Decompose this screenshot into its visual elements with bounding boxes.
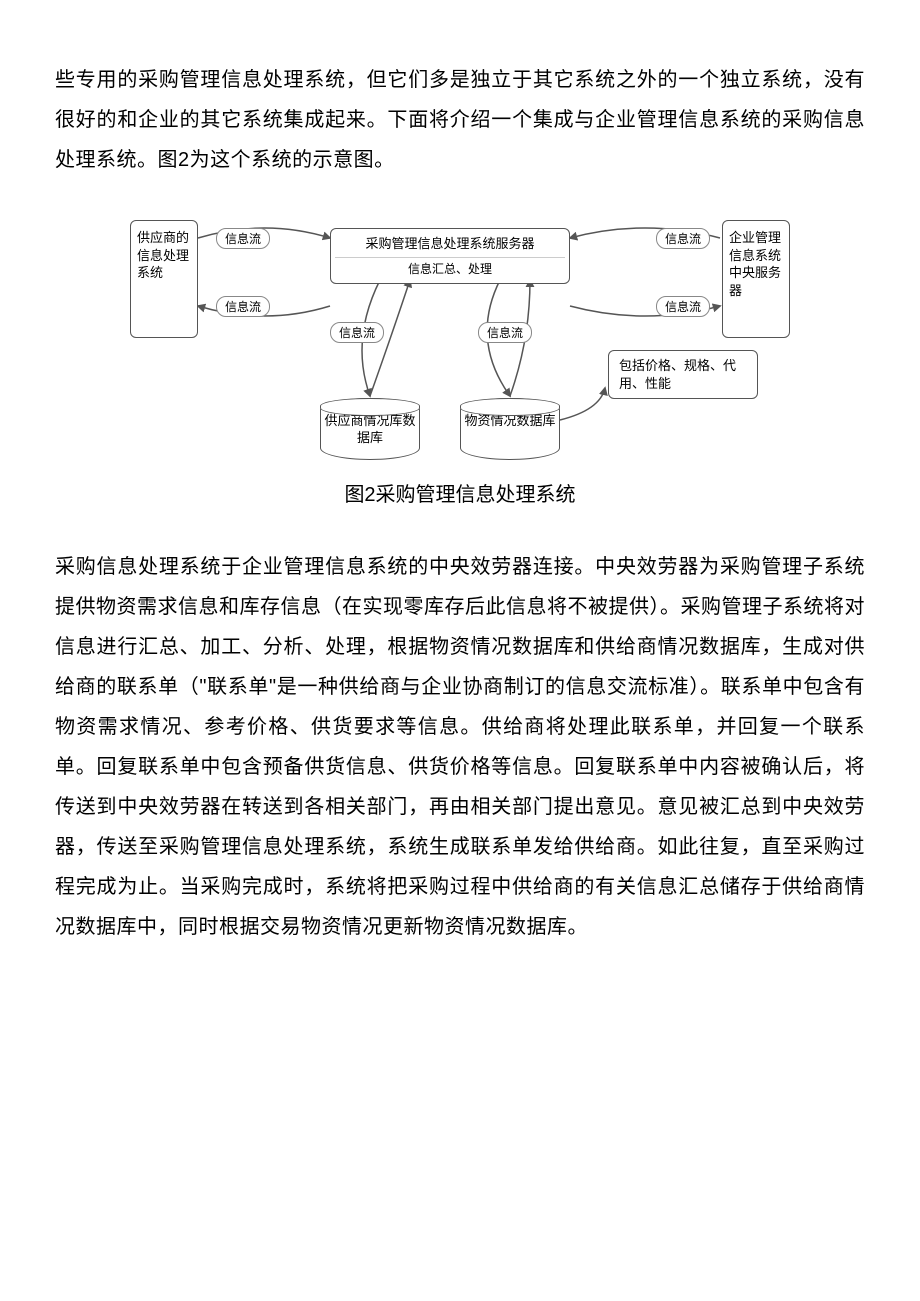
flow-label-bottom-right: 信息流 [656,296,710,317]
material-db-cylinder: 物资情况数据库 [460,398,560,460]
flow-label-mid-right: 信息流 [478,322,532,343]
server-title: 采购管理信息处理系统服务器 [335,235,565,253]
supplier-system-box: 供应商的信息处理系统 [130,220,198,338]
figure-2-diagram: 供应商的信息处理系统 企业管理信息系统中央服务器 采购管理信息处理系统服务器 信… [120,210,800,470]
purchase-server-box: 采购管理信息处理系统服务器 信息汇总、处理 [330,228,570,284]
figure-caption: 图2采购管理信息处理系统 [55,478,865,507]
body-paragraph: 采购信息处理系统于企业管理信息系统的中央效劳器连接。中央效劳器为采购管理子系统提… [55,547,865,947]
supplier-db-cylinder: 供应商情况库数据库 [320,398,420,460]
flow-label-mid-left: 信息流 [330,322,384,343]
server-subtitle: 信息汇总、处理 [335,257,565,277]
flow-label-top-left: 信息流 [216,228,270,249]
flow-label-bottom-left: 信息流 [216,296,270,317]
intro-paragraph: 些专用的采购管理信息处理系统，但它们多是独立于其它系统之外的一个独立系统，没有很… [55,60,865,180]
flow-label-top-right: 信息流 [656,228,710,249]
enterprise-server-box: 企业管理信息系统中央服务器 [722,220,790,338]
note-box: 包括价格、规格、代用、性能 [608,350,758,399]
